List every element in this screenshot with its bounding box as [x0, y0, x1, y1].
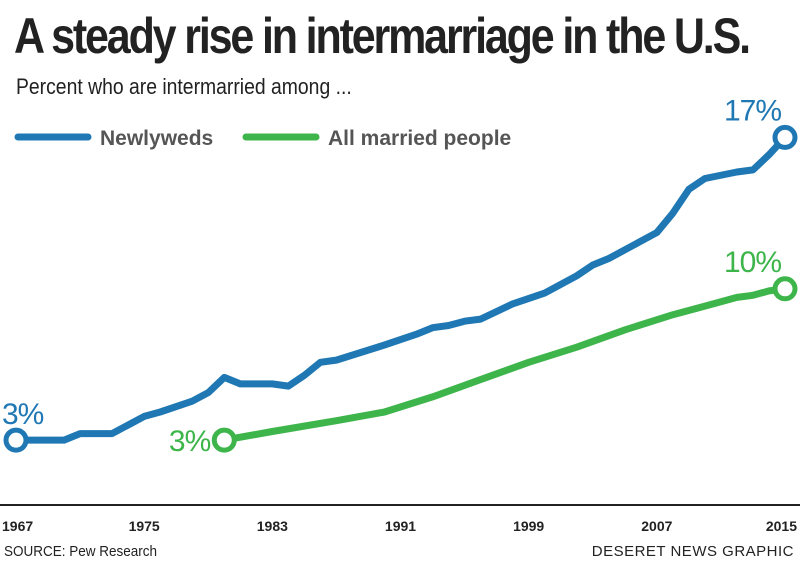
- series-marker-all-married-end: [772, 276, 798, 302]
- legend-label-all-married: All married people: [328, 127, 511, 150]
- x-tick-label: 1999: [513, 518, 544, 534]
- chart-subtitle: Percent who are intermarried among ...: [16, 74, 352, 99]
- graphic-credit: DESERET NEWS GRAPHIC: [591, 543, 794, 560]
- x-tick-label: 1991: [385, 518, 416, 534]
- series-line-all-married: [220, 285, 789, 444]
- x-axis-ticks: 1967 1975 1983 1991 1999 2007 2015: [2, 518, 797, 534]
- legend: Newlyweds All married people: [14, 127, 511, 150]
- x-tick-label: 2015: [766, 518, 797, 534]
- chart-title: A steady rise in intermarriage in the U.…: [14, 8, 751, 64]
- series-marker-newlyweds-end: [772, 124, 798, 150]
- x-tick-label: 1975: [129, 518, 160, 534]
- x-tick-label: 2007: [641, 518, 672, 534]
- series-label-newlyweds-end: 17%: [724, 94, 781, 127]
- source-note: SOURCE: Pew Research: [4, 543, 158, 560]
- series-label-all-married-end: 10%: [724, 246, 781, 279]
- series-label-newlyweds-start: 3%: [2, 398, 44, 431]
- series-lines: [12, 133, 789, 444]
- series-line-newlyweds: [12, 133, 789, 444]
- series-end-labels: 3% 17% 3% 10%: [2, 94, 782, 458]
- series-marker-all-married-start: [211, 427, 237, 453]
- series-markers: [3, 124, 798, 453]
- x-tick-label: 1967: [2, 518, 33, 534]
- x-tick-label: 1983: [257, 518, 288, 534]
- series-marker-newlyweds-start: [3, 427, 29, 453]
- legend-label-newlyweds: Newlyweds: [100, 127, 213, 150]
- series-label-all-married-start: 3%: [169, 425, 211, 458]
